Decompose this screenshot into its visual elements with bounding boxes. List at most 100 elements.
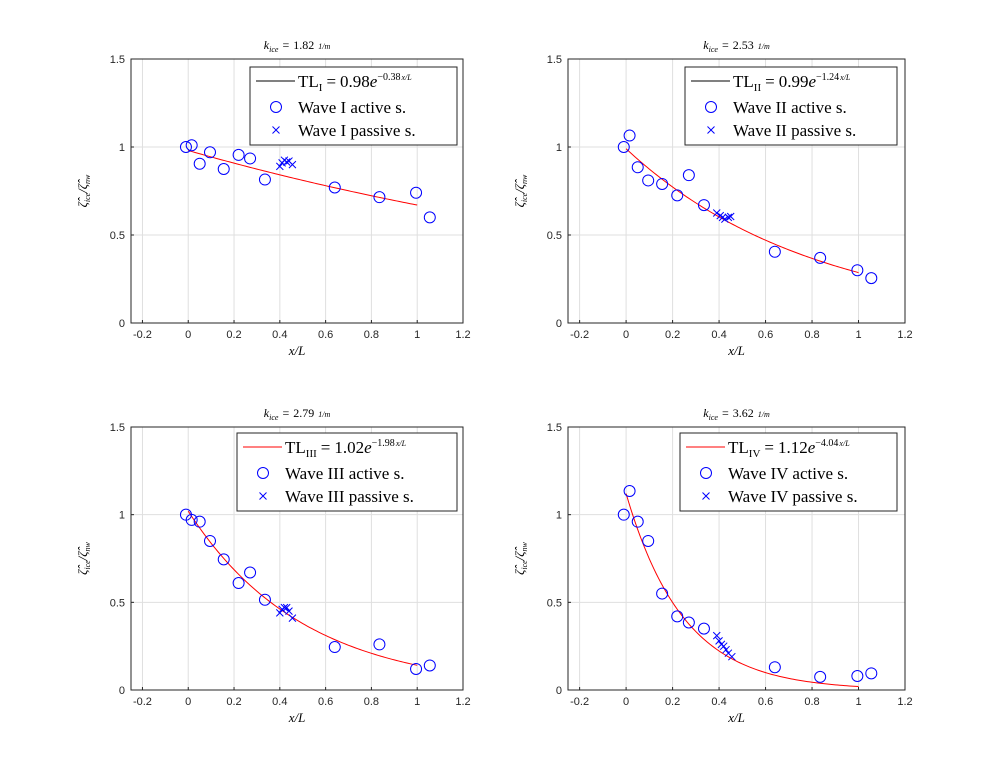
- active-sensor-point: [193, 515, 206, 528]
- x-tick-label: 1.2: [897, 696, 912, 708]
- legend: TLII = 0.99e−1.24x/L Wave II active s. Wave …: [684, 66, 898, 146]
- y-label-sym: ζ̂: [512, 565, 527, 575]
- y-tick-label: 1.5: [547, 422, 562, 434]
- x-tick-label: 0.6: [318, 696, 333, 708]
- passive-sensor-point: [275, 162, 284, 171]
- passive-sensor-point: [285, 607, 293, 615]
- legend-fit-coef: 1.02: [334, 438, 364, 457]
- y-tick-label: 1.5: [547, 54, 562, 66]
- y-label-sub-num: ice: [520, 192, 529, 202]
- active-sensor-point: [623, 484, 636, 497]
- x-tick-label: 0: [623, 329, 629, 341]
- active-sensor-point: [656, 177, 669, 190]
- y-label-sym-den: ζ̂: [75, 179, 90, 189]
- passive-sensor-point: [288, 160, 297, 169]
- passive-sensor-point: [280, 603, 289, 612]
- legend-passive-label: Wave I passive s.: [298, 121, 416, 140]
- x-axis-label: x/L: [727, 343, 745, 358]
- fit-curve: [187, 510, 418, 666]
- legend-active-marker: [705, 101, 717, 113]
- y-tick-label: 0.5: [547, 597, 562, 609]
- x-tick-label: 0.4: [272, 329, 287, 341]
- legend-passive-marker: [707, 126, 715, 134]
- x-tick-label: -0.2: [570, 696, 589, 708]
- active-sensor-point: [179, 141, 192, 153]
- legend-active-label: Wave II active s.: [733, 98, 847, 117]
- title-eq: =: [282, 406, 289, 420]
- active-sensor-point: [617, 508, 630, 521]
- y-axis-label: ζ̂ice/ζ̂nw: [512, 541, 529, 574]
- active-sensor-point: [851, 669, 864, 682]
- active-sensor-point: [203, 146, 216, 159]
- y-axis-label: ζ̂ice/ζ̂nw: [75, 541, 92, 574]
- y-label-sym-den: ζ̂: [75, 546, 90, 556]
- title-value: 2.53: [733, 38, 754, 52]
- title-k: k: [703, 406, 709, 420]
- y-label-sym: ζ̂: [75, 565, 90, 575]
- y-label-slash: /: [512, 555, 527, 561]
- active-sensor-point: [814, 670, 827, 683]
- fit-curve: [625, 493, 859, 688]
- legend-active-marker: [257, 467, 269, 479]
- legend: TLI = 0.98e−0.38x/L Wave I active s. Wave I …: [249, 66, 458, 146]
- x-tick-label: -0.2: [133, 329, 152, 341]
- title-k: k: [703, 38, 709, 52]
- title-eq: =: [722, 406, 729, 420]
- y-tick-label: 1: [556, 510, 562, 522]
- title-k-sub: ice: [269, 413, 279, 422]
- x-tick-label: 0.8: [804, 696, 819, 708]
- passive-sensor-point: [726, 212, 735, 221]
- passive-sensor-point: [727, 652, 736, 661]
- legend-fit-name: TL: [728, 438, 749, 457]
- y-label-slash: /: [512, 188, 527, 194]
- legend-exp-frac: x/L: [838, 439, 850, 448]
- y-label-sym: ζ̂: [512, 197, 527, 207]
- y-tick-label: 1: [119, 510, 125, 522]
- active-sensor-point: [373, 191, 386, 204]
- legend-active-label: Wave III active s.: [285, 464, 404, 483]
- active-sensor-point: [193, 157, 206, 170]
- title-eq: =: [722, 38, 729, 52]
- legend-fit-sub: III: [306, 448, 317, 460]
- title-value: 1.82: [293, 38, 314, 52]
- legend-e: e: [364, 438, 372, 457]
- legend-active-marker: [700, 467, 712, 479]
- x-axis-label: x/L: [288, 343, 306, 358]
- passive-sensor-point: [719, 642, 728, 651]
- active-sensor-point: [232, 577, 245, 590]
- legend-passive-label: Wave IV passive s.: [728, 487, 858, 506]
- legend-fit-sub: IV: [749, 448, 761, 460]
- title-value: 3.62: [733, 406, 754, 420]
- legend: TLIII = 1.02e−1.98x/L Wave III active s. Wav…: [236, 432, 458, 512]
- y-label-sym: ζ̂: [75, 197, 90, 207]
- active-sensor-point: [217, 553, 230, 566]
- active-sensor-point: [642, 174, 655, 187]
- passive-sensor-point: [282, 158, 291, 166]
- active-sensor-point: [682, 169, 695, 182]
- y-tick-label: 0.5: [110, 230, 125, 242]
- y-label-sub-den: nw: [520, 174, 529, 184]
- legend: TLIV = 1.12e−4.04x/L Wave IV active s. Wave …: [679, 432, 898, 512]
- legend-fit-label: TLIV = 1.12e−4.04x/L: [728, 438, 850, 460]
- y-tick-label: 1: [556, 142, 562, 154]
- passive-sensor-point: [712, 631, 721, 640]
- title-unit: 1/m: [758, 410, 770, 419]
- legend-fit-sub: I: [319, 82, 323, 94]
- title-k-sub: ice: [709, 413, 719, 422]
- legend-active-label: Wave I active s.: [298, 98, 406, 117]
- legend-eq: =: [764, 438, 774, 457]
- axes-box: [567, 426, 906, 691]
- x-tick-label: 0.8: [804, 329, 819, 341]
- subplot-title: kice = 2.79 1/m: [264, 406, 331, 422]
- y-tick-label: 0: [119, 685, 125, 697]
- passive-sensor-point: [724, 213, 733, 222]
- y-axis-label: ζ̂ice/ζ̂nw: [75, 174, 92, 207]
- legend-fit-label: TLIII = 1.02e−1.98x/L: [285, 438, 407, 460]
- legend-fit-exp: −4.04: [815, 438, 838, 449]
- active-sensor-point: [623, 129, 636, 142]
- legend-e: e: [808, 438, 816, 457]
- y-label-slash: /: [75, 555, 90, 561]
